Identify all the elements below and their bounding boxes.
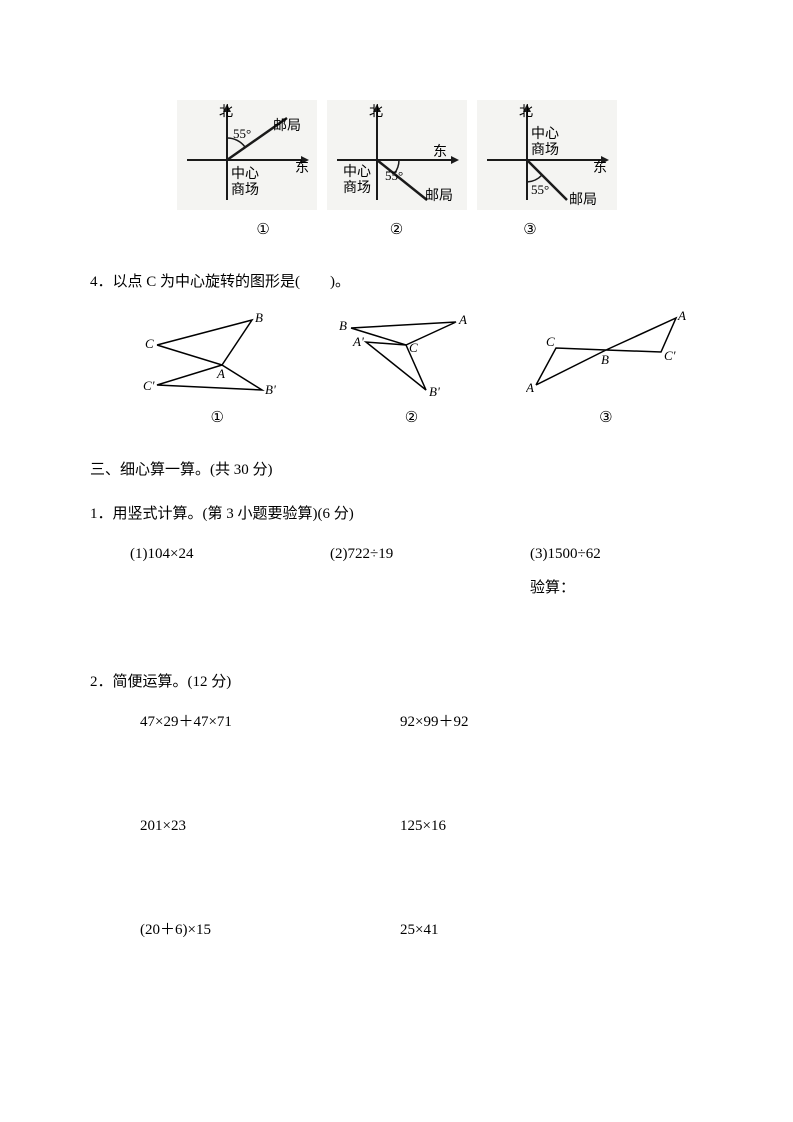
option-1: ①: [210, 406, 223, 430]
verify-label: 验算：: [530, 576, 703, 600]
option-3: ③: [599, 406, 612, 430]
label-B: B: [339, 318, 347, 333]
label-Bp: B': [265, 382, 276, 397]
simple-calc-2b: 125×16: [400, 814, 660, 838]
angle-label: 55°: [233, 126, 251, 141]
mall-line2: 商场: [531, 142, 559, 158]
simple-calc-2a: 201×23: [140, 814, 400, 838]
option-2: ②: [405, 406, 418, 430]
mall-line1: 中心: [231, 166, 259, 182]
mall-line2: 商场: [231, 182, 259, 198]
geo-diagram-1: B C A C' B': [137, 310, 297, 400]
compass-option-labels: ① ② ③: [90, 218, 703, 242]
north-label: 北: [519, 104, 533, 120]
option-1: ①: [256, 218, 269, 242]
east-label: 东: [433, 144, 447, 160]
angle-label: 55°: [531, 182, 549, 197]
label-Bp: B': [429, 384, 440, 399]
label-Ap: A': [677, 310, 686, 323]
vertical-calc-row: (1)104×24 (2)722÷19 (3)1500÷62: [130, 542, 703, 566]
post-office-label: 邮局: [425, 188, 453, 204]
calc-item-3: (3)1500÷62: [530, 542, 730, 566]
label-C: C: [409, 340, 418, 355]
label-A: A: [458, 312, 467, 327]
simple-calc-3b: 25×41: [400, 918, 660, 942]
label-B: B: [255, 310, 263, 325]
mall-line1: 中心: [343, 164, 371, 180]
simple-calc-1b: 92×99＋92: [400, 710, 660, 734]
post-office-label: 邮局: [273, 118, 301, 134]
simple-calc-row-1: 47×29＋47×71 92×99＋92: [140, 710, 703, 734]
compass-diagrams-row: 55° 北 东 邮局 中心 商场 55° 北 东 邮局 中心 商场: [90, 100, 703, 210]
label-A: A: [526, 380, 534, 395]
north-label: 北: [219, 104, 233, 120]
question-4-text: 4．以点 C 为中心旋转的图形是( )。: [90, 270, 703, 294]
geometry-option-labels: ① ② ③: [120, 406, 703, 430]
compass-diagram-1: 55° 北 东 邮局 中心 商场: [177, 100, 317, 210]
geo-diagram-3: A C B A' C': [526, 310, 686, 400]
simple-calc-1a: 47×29＋47×71: [140, 710, 400, 734]
compass-diagram-2: 55° 北 东 邮局 中心 商场: [327, 100, 467, 210]
post-office-label: 邮局: [569, 192, 597, 208]
label-Cp: C': [664, 348, 676, 363]
label-Cp: C': [143, 378, 155, 393]
mall-line1: 中心: [531, 126, 559, 142]
option-2: ②: [390, 218, 403, 242]
compass-diagram-3: 55° 北 东 中心 商场 邮局: [477, 100, 617, 210]
simple-calc-row-2: 201×23 125×16: [140, 814, 703, 838]
section-3-heading: 三、细心算一算。(共 30 分): [90, 458, 703, 482]
label-C: C: [546, 334, 555, 349]
sub-question-2-title: 2．简便运算。(12 分): [90, 670, 703, 694]
east-label: 东: [295, 160, 309, 176]
simple-calc-3a: (20＋6)×15: [140, 918, 400, 942]
north-label: 北: [369, 104, 383, 120]
calc-item-2: (2)722÷19: [330, 542, 530, 566]
calc-item-1: (1)104×24: [130, 542, 330, 566]
sub-question-1-title: 1．用竖式计算。(第 3 小题要验算)(6 分): [90, 502, 703, 526]
mall-line2: 商场: [343, 180, 371, 196]
option-3: ③: [523, 218, 536, 242]
label-A: A: [216, 366, 225, 381]
geo-diagram-2: B A C A' B': [331, 310, 491, 400]
simple-calc-row-3: (20＋6)×15 25×41: [140, 918, 703, 942]
geometry-diagrams-row: B C A C' B' B A C A' B' A C B A' C': [120, 310, 703, 400]
east-label: 东: [593, 160, 607, 176]
label-B: B: [601, 352, 609, 367]
label-C: C: [145, 336, 154, 351]
angle-label: 55°: [385, 168, 403, 183]
label-Ap: A': [352, 334, 364, 349]
